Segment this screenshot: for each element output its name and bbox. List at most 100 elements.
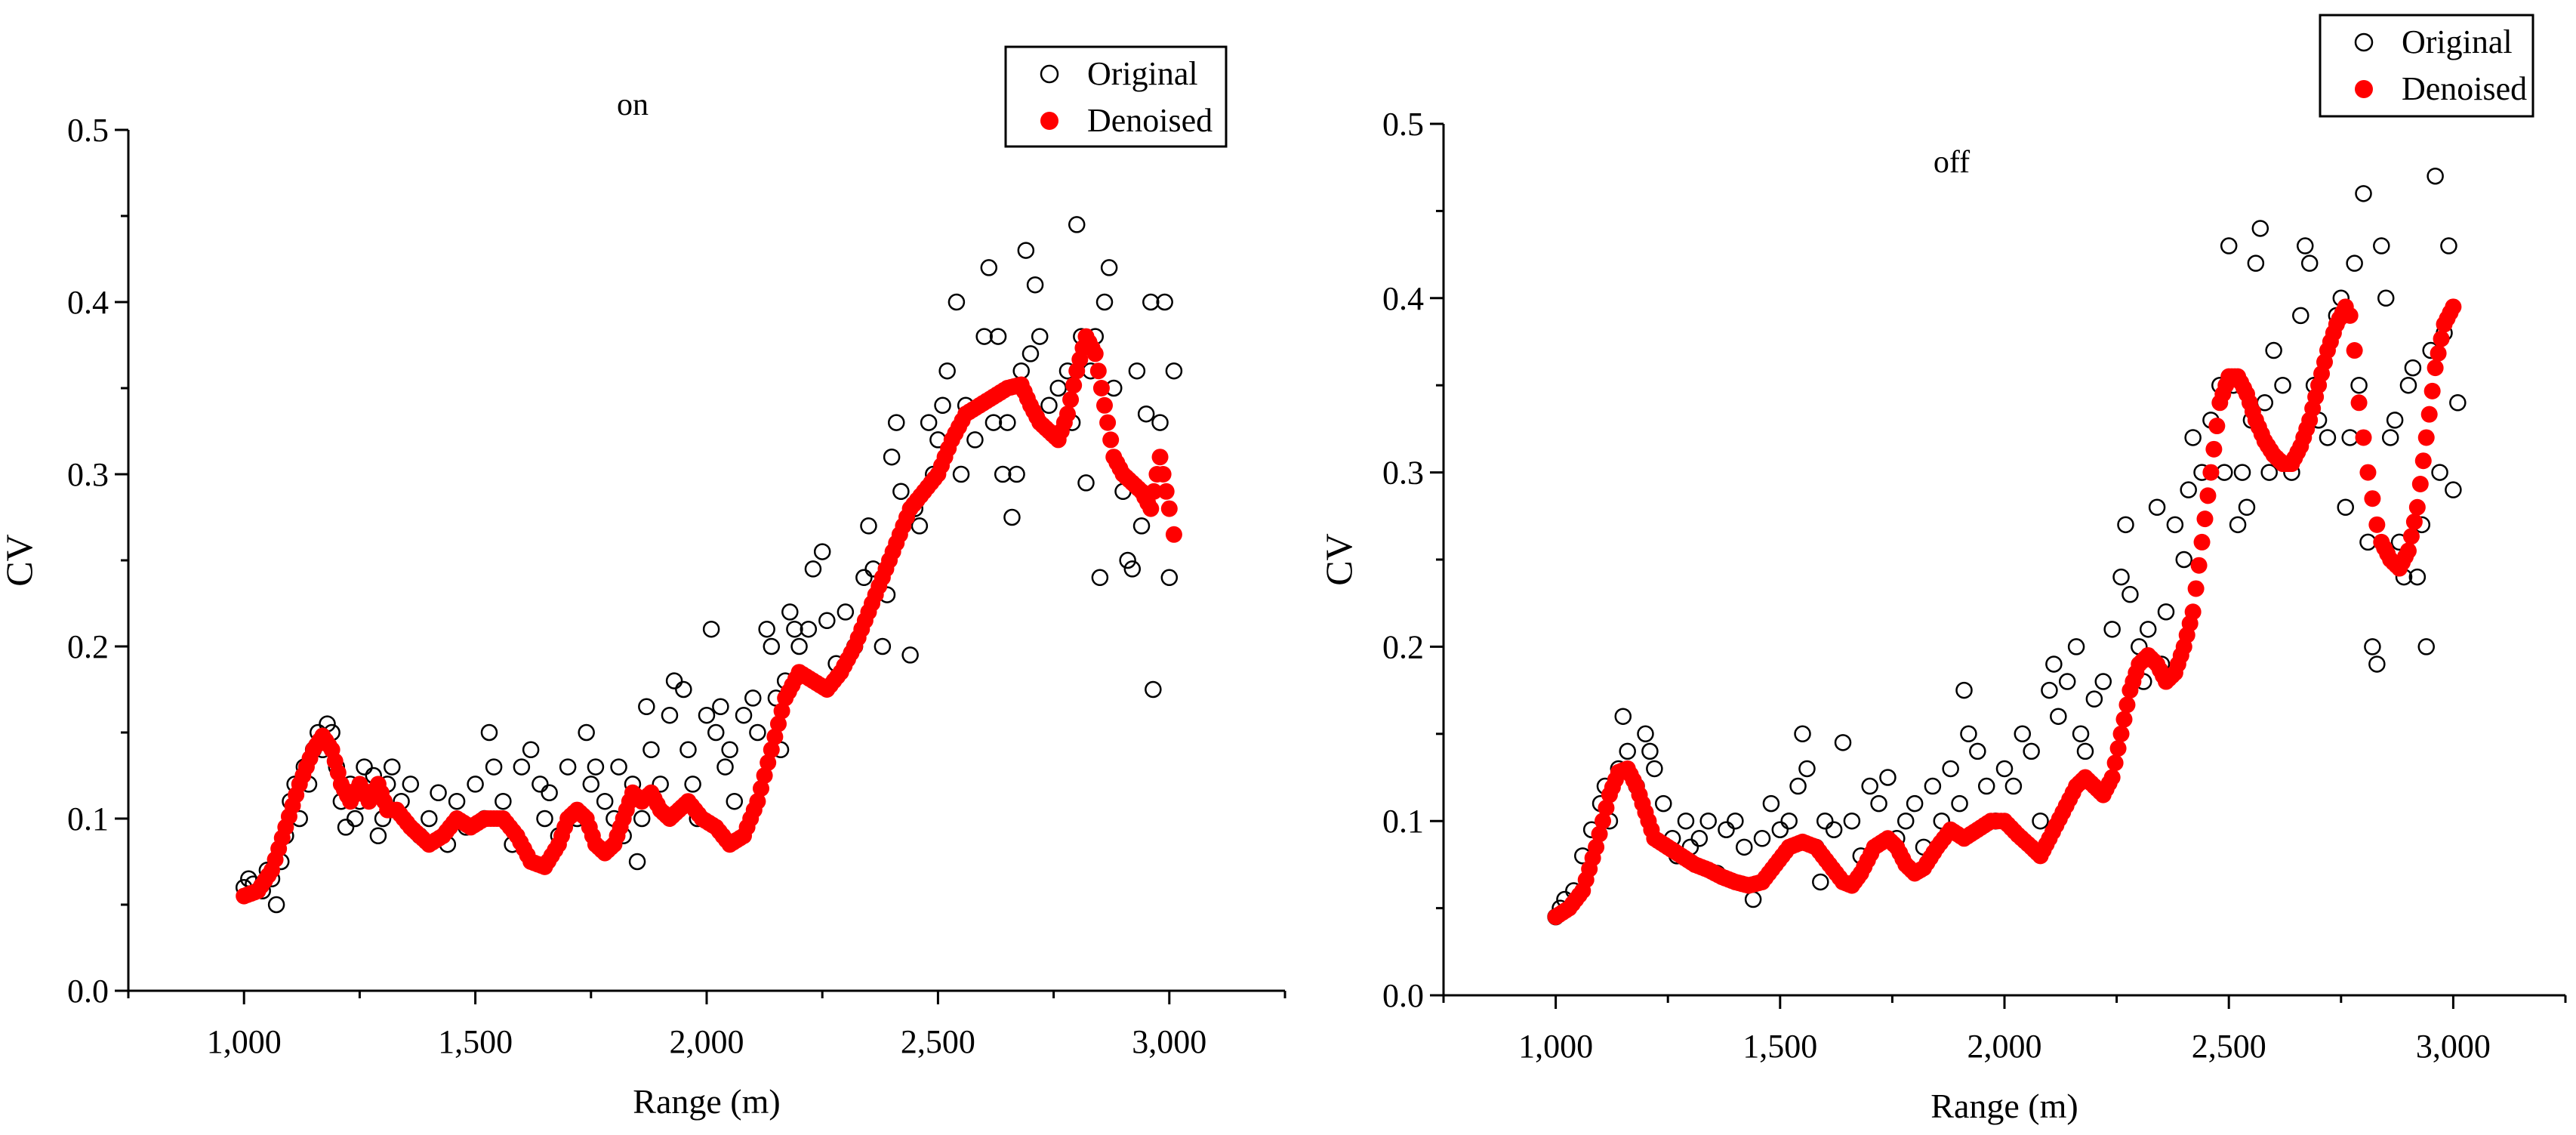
chart-1-denoised-point	[2414, 452, 2432, 470]
chart-1-original-point	[1753, 830, 1771, 847]
chart-0-original-point	[384, 758, 401, 776]
chart-1-original-point	[1879, 769, 1897, 786]
chart-0-original-point	[587, 758, 605, 776]
chart-0-original-point	[721, 741, 738, 759]
chart-1-original-point	[2076, 742, 2094, 760]
chart-1-original-point	[2058, 673, 2076, 690]
chart-0-original-point	[1160, 569, 1179, 587]
chart-1-original-point	[2175, 551, 2193, 569]
chart-1-original-point	[1677, 812, 1695, 830]
chart-1-original-point	[1834, 734, 1852, 751]
chart-0-original-point	[874, 637, 892, 655]
chart-1-original-point	[2346, 254, 2363, 272]
chart-0-denoised-point	[1099, 414, 1117, 431]
chart-0-legend-box	[1004, 45, 1228, 148]
chart-0-denoised-point	[1151, 449, 1169, 466]
chart-0-original-point	[980, 259, 998, 276]
chart-1-original-point	[1924, 777, 1942, 795]
chart-0-original-point	[652, 776, 669, 793]
chart-1-denoised-point	[1598, 799, 1615, 816]
chart-0-x-axis-label: Range (m)	[633, 1082, 780, 1121]
chart-0-original-point	[356, 758, 373, 776]
chart-0-y-tick-label: 0.1	[67, 800, 109, 837]
chart-0-original-point	[994, 465, 1012, 483]
chart-1-denoised-point	[2445, 298, 2462, 316]
chart-1-original-point	[1655, 794, 1672, 813]
chart-1-original-point	[2041, 681, 2058, 699]
chart-0-original-point	[1012, 362, 1030, 380]
chart-1-original-point	[2184, 429, 2202, 446]
chart-1-original-point	[2364, 638, 2381, 655]
chart-1-original-point	[2045, 655, 2063, 673]
chart-0-denoised-point	[1157, 483, 1175, 500]
chart-1-original-point	[2350, 376, 2368, 394]
chart-1-original-point	[2427, 167, 2444, 185]
chart-0-original-point	[999, 414, 1016, 431]
chart-0-original-point	[402, 776, 420, 793]
chart-0-original-point	[911, 517, 929, 535]
chart-0-x-tick-label: 3,000	[1132, 1023, 1206, 1060]
chart-0-original-point	[582, 776, 600, 793]
chart-1-original-point	[2274, 376, 2291, 394]
chart-0-denoised-point	[1092, 380, 1110, 396]
chart-0-original-point	[1137, 405, 1155, 423]
chart-1-original-point	[2355, 185, 2372, 202]
chart-0-original-point	[726, 792, 744, 810]
chart-0-y-tick-label: 0.0	[67, 973, 109, 1010]
chart-0-original-point	[578, 723, 595, 742]
chart-0-original-point	[665, 672, 683, 689]
chart-1-original-point	[2417, 638, 2435, 655]
chart-0-original-point	[480, 723, 498, 742]
chart-0-series-original	[235, 216, 1183, 914]
chart-0-legend-original-marker	[1040, 64, 1059, 84]
chart-1-original-point	[1942, 760, 1959, 778]
chart-1-x-tick-label: 3,000	[2416, 1028, 2491, 1065]
chart-1-denoised-point	[2411, 475, 2429, 492]
chart-1-original-point	[1798, 760, 1816, 778]
chart-1-original-point	[1977, 777, 1995, 795]
chart-1-original-point	[2139, 621, 2157, 638]
chart-0-original-point	[532, 776, 549, 793]
chart-0-denoised-point	[1062, 391, 1080, 409]
chart-0-original-point	[642, 741, 660, 759]
chart-1-original-point	[2265, 341, 2282, 359]
chart-0-denoised-point	[769, 715, 787, 733]
chart-1-denoised-point	[2350, 394, 2368, 412]
chart-0-denoised-point	[1142, 500, 1160, 517]
chart-0-original-point	[934, 396, 951, 415]
chart-1-legend: Original Denoised	[2319, 14, 2534, 118]
chart-1-denoised-point	[2346, 342, 2363, 359]
chart-1-original-point	[1637, 725, 1654, 743]
chart-0-original-point	[638, 698, 655, 716]
chart-0-denoised-point	[753, 780, 770, 797]
chart-0-original-point	[421, 810, 438, 828]
chart-1-denoised-point	[2184, 603, 2202, 621]
chart-1-x-tick-label: 2,000	[1967, 1028, 2042, 1065]
chart-1-original-point	[1771, 821, 1789, 838]
chart-0-original-point	[495, 792, 512, 810]
chart-0-original-point	[485, 758, 503, 776]
chart-1-original-point	[2112, 568, 2130, 586]
chart-0-original-point	[1142, 293, 1160, 311]
chart-0-original-point	[790, 637, 808, 655]
chart-0-original-point	[679, 741, 697, 759]
chart-1-original-point	[2296, 237, 2314, 254]
chart-0-x-tick-label: 2,500	[901, 1023, 975, 1060]
chart-1-original-point	[2157, 603, 2175, 621]
chart-0-original-point	[786, 620, 803, 638]
chart-0-denoised-point	[1089, 362, 1107, 380]
chart-1-denoised-point	[1595, 813, 1612, 830]
chart-1-denoised-point	[2118, 696, 2136, 714]
chart-1-legend-original-label: Original	[2402, 23, 2513, 60]
chart-0-original-point	[661, 706, 679, 724]
chart-1-original-point	[2050, 708, 2067, 725]
chart-1-original-point	[2368, 655, 2386, 673]
chart-1-legend-box	[2319, 14, 2534, 118]
chart-0-denoised-point	[763, 741, 780, 758]
chart-0-original-point	[337, 819, 355, 836]
chart-1-original-point	[2014, 725, 2032, 743]
chart-0-original-point	[1145, 680, 1162, 699]
chart-1-denoised-point	[2103, 769, 2121, 786]
chart-0-original-point	[975, 328, 993, 345]
